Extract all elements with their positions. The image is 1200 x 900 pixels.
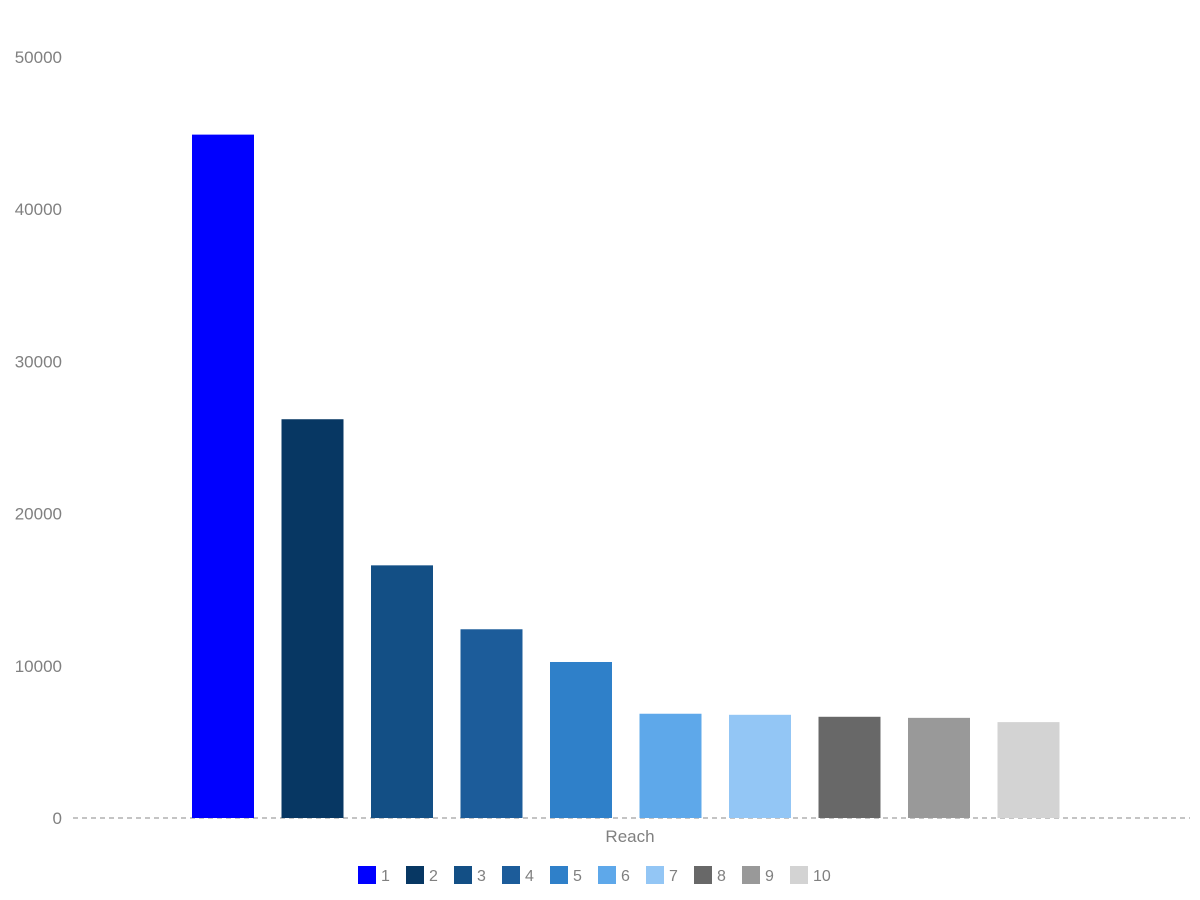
legend-item-2[interactable]: 2 (406, 866, 438, 885)
legend-label: 7 (669, 868, 678, 885)
y-axis: 0 10000 20000 30000 40000 50000 (15, 48, 62, 828)
legend-item-9[interactable]: 9 (742, 866, 774, 885)
bar-series-3 (371, 565, 433, 818)
legend-swatch (406, 866, 424, 884)
legend-swatch (646, 866, 664, 884)
legend-swatch (550, 866, 568, 884)
bar-series-6 (639, 713, 702, 818)
y-tick-label: 0 (53, 809, 62, 828)
legend-swatch (358, 866, 376, 884)
bar-series-7 (729, 714, 791, 818)
bar-series-4 (460, 629, 523, 818)
legend-item-7[interactable]: 7 (646, 866, 678, 885)
y-tick-label: 10000 (15, 657, 62, 676)
bar-series-5 (550, 661, 612, 818)
legend-item-4[interactable]: 4 (502, 866, 534, 885)
bars (192, 134, 1060, 818)
y-tick-label: 20000 (15, 505, 62, 524)
legend-swatch (694, 866, 712, 884)
legend-swatch (502, 866, 520, 884)
legend-label: 5 (573, 868, 582, 885)
bar-series-1 (192, 134, 254, 818)
legend-label: 6 (621, 868, 630, 885)
legend-label: 9 (765, 868, 774, 885)
bar-series-10 (997, 722, 1060, 818)
legend-swatch (598, 866, 616, 884)
bar-series-9 (908, 717, 970, 818)
legend-swatch (790, 866, 808, 884)
legend-label: 8 (717, 868, 726, 885)
legend: 1 2 3 4 5 6 7 8 9 10 (358, 866, 831, 885)
legend-item-6[interactable]: 6 (598, 866, 630, 885)
legend-label: 1 (381, 868, 390, 885)
y-tick-label: 40000 (15, 200, 62, 219)
legend-label: 4 (525, 868, 534, 885)
legend-item-3[interactable]: 3 (454, 866, 486, 885)
legend-swatch (742, 866, 760, 884)
legend-item-1[interactable]: 1 (358, 866, 390, 885)
legend-label: 3 (477, 868, 486, 885)
legend-item-5[interactable]: 5 (550, 866, 582, 885)
y-tick-label: 30000 (15, 352, 62, 371)
bar-series-2 (281, 419, 344, 818)
y-tick-label: 50000 (15, 48, 62, 67)
legend-swatch (454, 866, 472, 884)
legend-item-10[interactable]: 10 (790, 866, 831, 885)
legend-item-8[interactable]: 8 (694, 866, 726, 885)
legend-label: 10 (813, 868, 831, 885)
legend-label: 2 (429, 868, 438, 885)
x-axis-label: Reach (605, 827, 654, 846)
bar-series-8 (818, 716, 881, 818)
